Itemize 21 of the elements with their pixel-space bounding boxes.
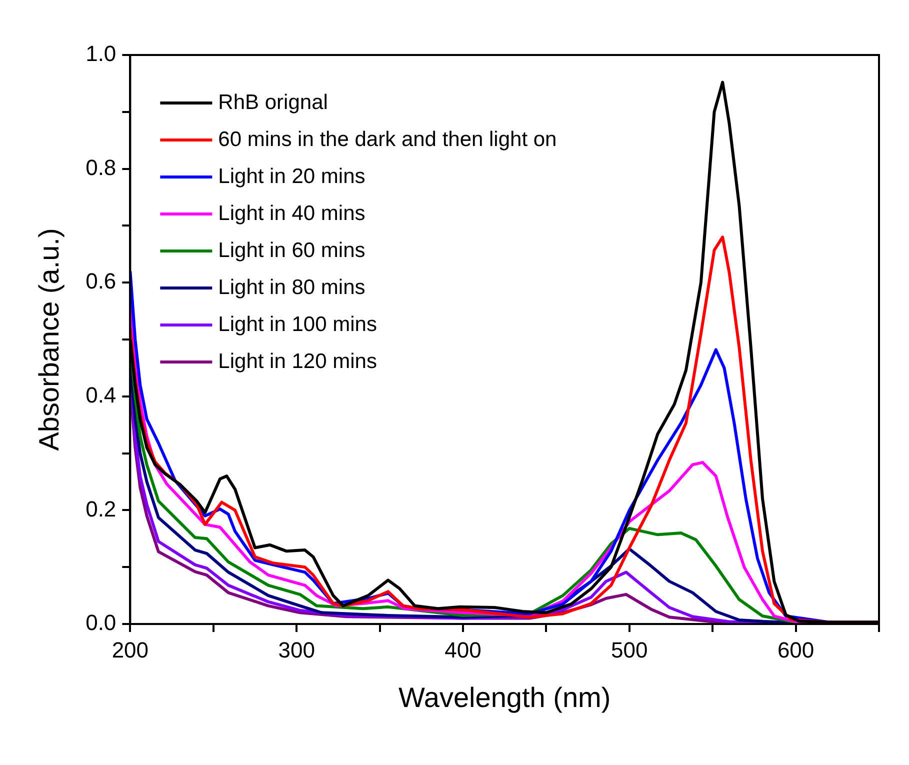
- legend-label: Light in 20 mins: [218, 164, 366, 188]
- legend-label: RhB orignal: [218, 90, 328, 114]
- y-tick-label: 0.2: [86, 496, 116, 522]
- y-tick-label: 0.0: [86, 610, 116, 636]
- legend-label: Light in 60 mins: [218, 238, 366, 262]
- y-tick-label: 0.4: [86, 382, 116, 408]
- y-axis-title: Absorbance (a.u.): [34, 228, 65, 451]
- legend-label: Light in 80 mins: [218, 276, 366, 299]
- legend-label: Light in 40 mins: [218, 202, 366, 225]
- legend-label: 60 mins in the dark and then light on: [218, 128, 557, 151]
- y-tick-label: 0.8: [86, 154, 116, 180]
- x-tick-label: 400: [444, 637, 482, 662]
- x-axis-title: Wavelength (nm): [398, 682, 611, 713]
- x-tick-label: 500: [611, 637, 648, 662]
- x-tick-label: 300: [278, 637, 315, 662]
- y-tick-label: 0.6: [86, 268, 116, 294]
- legend-label: Light in 100 mins: [218, 312, 377, 336]
- x-tick-label: 200: [112, 637, 149, 662]
- x-tick-label: 600: [777, 637, 814, 662]
- legend-label: Light in 120 mins: [218, 350, 377, 373]
- y-tick-label: 1.0: [86, 41, 116, 66]
